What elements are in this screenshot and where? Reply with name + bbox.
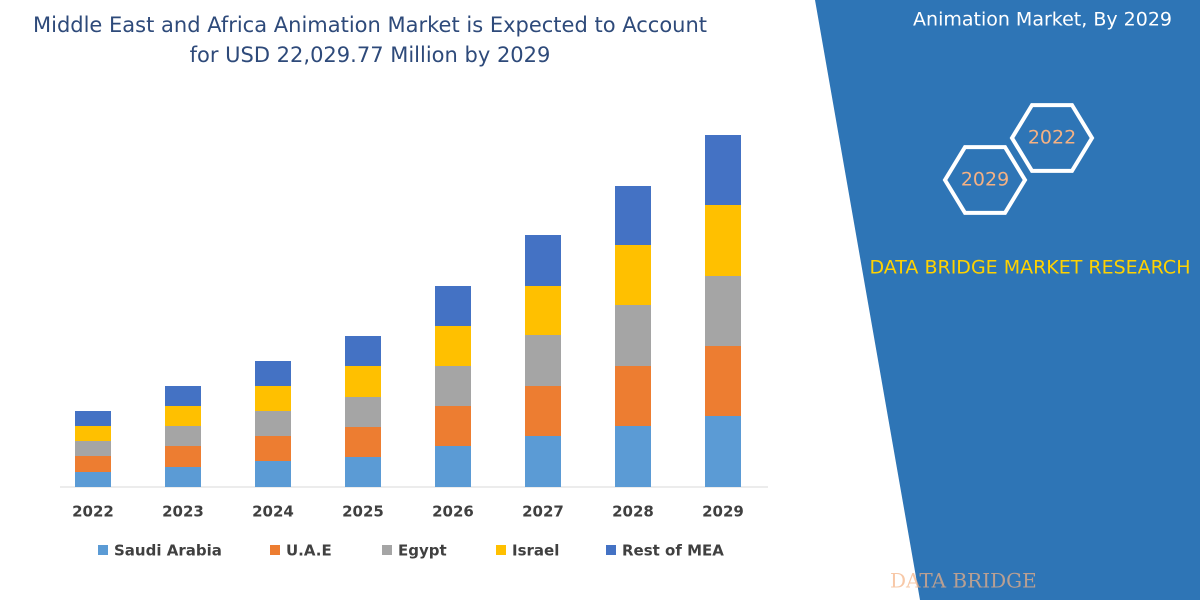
bar-segment xyxy=(705,416,741,487)
bar-segment xyxy=(345,366,381,397)
bar-segment xyxy=(615,366,651,426)
legend-label: Rest of MEA xyxy=(622,542,724,560)
bar-segment xyxy=(345,457,381,487)
bar-segment xyxy=(435,406,471,446)
bar-segment xyxy=(75,456,111,472)
logo: DATA BRIDGE xyxy=(890,569,1037,593)
bar-segment xyxy=(75,472,111,487)
bar-segment xyxy=(255,411,291,436)
bar-segment xyxy=(255,386,291,411)
bar-segment xyxy=(705,346,741,416)
x-tick-label: 2024 xyxy=(252,503,294,521)
x-tick-label: 2027 xyxy=(522,503,564,521)
x-tick-label: 2028 xyxy=(612,503,654,521)
bar-segment xyxy=(165,426,201,446)
legend-label: U.A.E xyxy=(286,542,332,560)
legend-label: Saudi Arabia xyxy=(114,542,222,560)
legend-swatch xyxy=(382,545,392,555)
x-tick-label: 2022 xyxy=(72,503,114,521)
legend-label: Egypt xyxy=(398,542,447,560)
hexagon xyxy=(942,145,1028,215)
bar-segment xyxy=(615,426,651,487)
bar-segment xyxy=(435,366,471,406)
bar-segment xyxy=(525,335,561,386)
panel-heading: Animation Market, By 2029 xyxy=(913,9,1172,31)
brand: DATA BRIDGE MARKET RESEARCH xyxy=(869,257,1190,279)
x-tick-label: 2029 xyxy=(702,503,744,521)
bar-segment xyxy=(435,446,471,487)
legend-label: Israel xyxy=(512,542,559,560)
bar-segment xyxy=(165,446,201,467)
chart-title: Middle East and Africa Animation Market … xyxy=(32,13,708,67)
x-tick-label: 2026 xyxy=(432,503,474,521)
bar-segment xyxy=(75,411,111,426)
legend-swatch xyxy=(98,545,108,555)
bar-segment xyxy=(75,426,111,441)
bar-segment xyxy=(705,276,741,346)
bar-segment xyxy=(525,235,561,286)
bar-segment xyxy=(525,436,561,487)
bar-segment xyxy=(255,461,291,487)
bar-segment xyxy=(165,467,201,487)
hexagon-label: 2029 xyxy=(961,169,1009,191)
bar-segment xyxy=(435,326,471,366)
legend-swatch xyxy=(606,545,616,555)
side-panel xyxy=(815,0,1200,600)
bar-segment xyxy=(615,245,651,305)
bar-segment xyxy=(255,361,291,386)
legend-swatch xyxy=(270,545,280,555)
bar-segment xyxy=(165,386,201,406)
x-tick-label: 2023 xyxy=(162,503,204,521)
hexagon-label: 2022 xyxy=(1028,127,1076,149)
hexagon xyxy=(1009,103,1095,173)
bar-segment xyxy=(345,427,381,457)
x-tick-label: 2025 xyxy=(342,503,384,521)
legend-swatch xyxy=(496,545,506,555)
bar-segment xyxy=(705,205,741,276)
bar-segment xyxy=(525,386,561,436)
bar-segment xyxy=(165,406,201,426)
bar-segment xyxy=(615,186,651,245)
bar-segment xyxy=(615,305,651,366)
bar-segment xyxy=(525,286,561,335)
bar-segment xyxy=(345,336,381,366)
bar-segment xyxy=(75,441,111,456)
bar-segment xyxy=(435,286,471,326)
bar-segment xyxy=(255,436,291,461)
bar-segment xyxy=(705,135,741,205)
bar-segment xyxy=(345,397,381,427)
